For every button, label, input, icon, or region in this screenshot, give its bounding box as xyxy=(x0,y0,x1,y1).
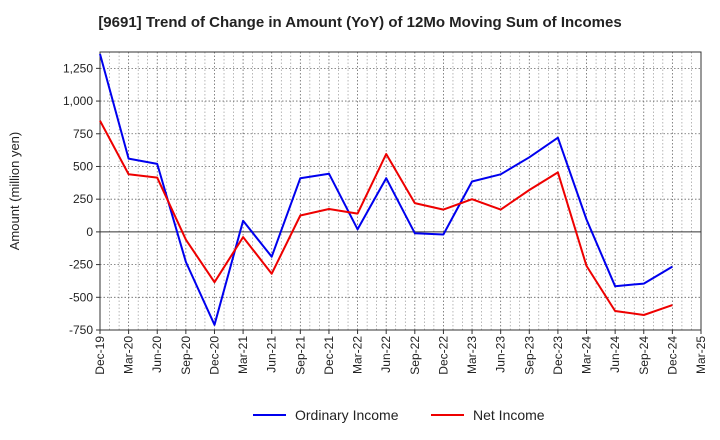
x-tick-label: Jun-20 xyxy=(150,336,164,373)
x-tick-label: Sep-24 xyxy=(637,336,651,375)
x-tick-label: Dec-19 xyxy=(93,336,107,375)
y-axis-label: Amount (million yen) xyxy=(7,132,22,251)
legend: Ordinary Income Net Income xyxy=(253,407,545,423)
x-tick-label: Sep-20 xyxy=(179,336,193,375)
chart-title: [9691] Trend of Change in Amount (YoY) o… xyxy=(98,14,622,31)
x-tick-label: Dec-20 xyxy=(207,336,221,375)
axes xyxy=(96,51,702,334)
x-tick-label: Jun-22 xyxy=(379,336,393,373)
x-tick-label: Jun-23 xyxy=(494,336,508,373)
x-tick-label: Dec-21 xyxy=(322,336,336,375)
x-tick-label: Mar-21 xyxy=(236,336,250,374)
x-tick-label: Sep-21 xyxy=(293,336,307,375)
tick-labels: -750 -500 -250 0 250 500 750 1,000 1,250 Dec-19 Ma… xyxy=(63,61,708,374)
series-line-net-income xyxy=(99,120,673,316)
y-tick-label: -500 xyxy=(69,290,93,304)
x-tick-label: Mar-23 xyxy=(465,336,479,374)
y-tick-label: 1,000 xyxy=(63,94,93,108)
legend-label-ordinary-income: Ordinary Income xyxy=(295,407,399,423)
legend-label-net-income: Net Income xyxy=(473,407,545,423)
x-tick-label: Mar-25 xyxy=(694,336,708,374)
x-tick-label: Mar-22 xyxy=(351,336,365,374)
x-tick-label: Sep-23 xyxy=(522,336,536,375)
y-tick-label: 750 xyxy=(73,127,93,141)
x-tick-label: Jun-21 xyxy=(265,336,279,373)
x-tick-label: Jun-24 xyxy=(608,336,622,373)
x-tick-label: Dec-23 xyxy=(551,336,565,375)
y-tick-label: 250 xyxy=(73,192,93,206)
series-lines xyxy=(99,53,673,326)
y-tick-label: -250 xyxy=(69,258,93,272)
x-tick-label: Dec-22 xyxy=(436,336,450,375)
series-line-ordinary-income xyxy=(99,53,673,326)
x-tick-label: Sep-22 xyxy=(408,336,422,375)
x-tick-label: Dec-24 xyxy=(665,336,679,375)
y-tick-label: 1,250 xyxy=(63,61,93,75)
y-tick-label: -750 xyxy=(69,323,93,337)
plot-frame xyxy=(99,51,702,331)
x-tick-label: Mar-24 xyxy=(580,336,594,374)
y-tick-label: 0 xyxy=(86,225,93,239)
grid-lines xyxy=(100,52,701,330)
x-tick-label: Mar-20 xyxy=(122,336,136,374)
y-tick-label: 500 xyxy=(73,159,93,173)
